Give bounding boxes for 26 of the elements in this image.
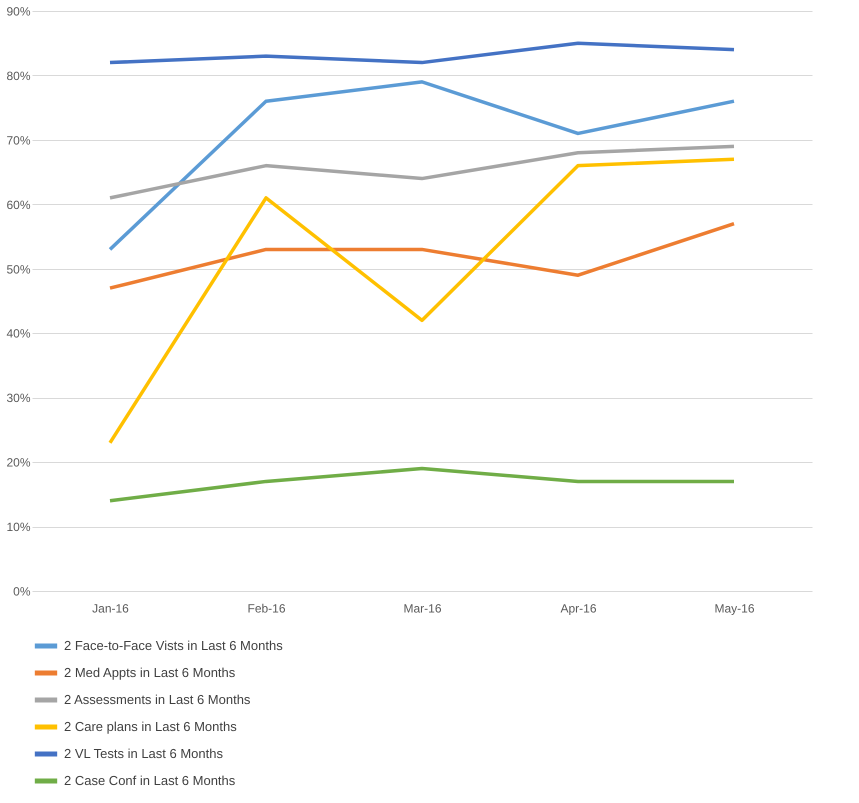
legend-label: 2 Face-to-Face Vists in Last 6 Months (64, 638, 284, 653)
legend-label: 2 Assessments in Last 6 Months (64, 692, 251, 707)
y-tick-label: 30% (6, 391, 31, 406)
y-tick-label: 90% (6, 4, 31, 18)
y-tick-label: 10% (6, 520, 31, 534)
y-tick-label: 40% (6, 326, 31, 341)
y-tick-label: 0% (13, 584, 31, 598)
y-tick-label: 50% (6, 262, 31, 276)
y-tick-label: 80% (6, 68, 31, 83)
line-series (108, 80, 736, 252)
line-series (108, 144, 736, 200)
x-tick-label: Apr-16 (560, 602, 597, 616)
y-tick-label: 60% (6, 198, 31, 212)
x-tick-label: Feb-16 (247, 602, 286, 616)
legend-label: 2 Care plans in Last 6 Months (64, 719, 238, 734)
x-tick-label: Jan-16 (92, 602, 130, 616)
y-tick-label: 70% (6, 133, 31, 148)
line-series (108, 222, 736, 290)
legend-label: 2 Case Conf in Last 6 Months (64, 773, 236, 788)
x-tick-label: Mar-16 (403, 602, 442, 616)
line-series (108, 157, 736, 445)
x-tick-label: May-16 (714, 602, 755, 616)
line-series (108, 41, 736, 64)
legend-label: 2 VL Tests in Last 6 Months (64, 746, 224, 761)
y-tick-label: 20% (6, 456, 31, 470)
legend-label: 2 Med Appts in Last 6 Months (64, 665, 236, 680)
